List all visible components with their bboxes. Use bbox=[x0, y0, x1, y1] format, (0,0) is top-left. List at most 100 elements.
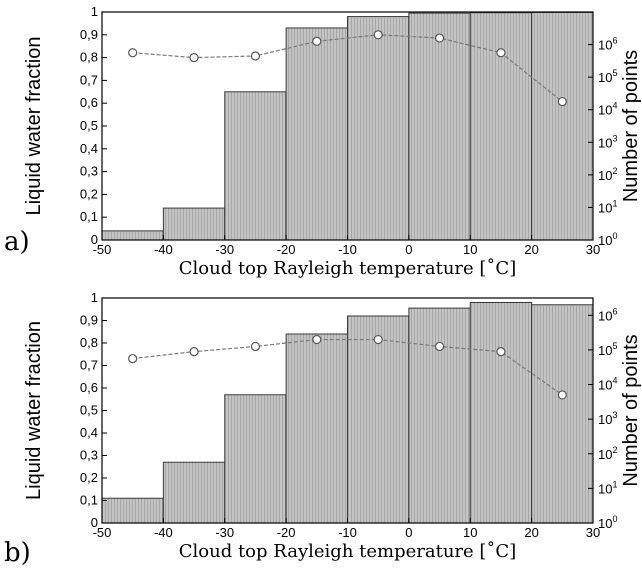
y-tick-label: 0,1 bbox=[80, 493, 98, 508]
count-series-line bbox=[132, 34, 563, 103]
bar bbox=[469, 302, 533, 524]
count-point bbox=[189, 347, 199, 357]
y-tick-label: 0,6 bbox=[80, 380, 98, 395]
y2-tick-base: 10 bbox=[598, 516, 612, 531]
bar bbox=[408, 12, 471, 241]
y-tick-label: 0,9 bbox=[80, 313, 98, 328]
x-tick-label: 10 bbox=[463, 525, 477, 540]
x-tick-label: -10 bbox=[338, 242, 357, 257]
bar bbox=[162, 207, 226, 241]
y2-tick-label: 102 bbox=[598, 166, 617, 183]
y-tick-label: 0,8 bbox=[80, 335, 98, 350]
count-point bbox=[373, 30, 383, 40]
x-tick-label: -40 bbox=[154, 525, 173, 540]
y2-tick-exp: 3 bbox=[612, 133, 617, 143]
count-point bbox=[128, 48, 138, 58]
y2-tick-label: 105 bbox=[598, 341, 617, 358]
x-tick-label: 30 bbox=[586, 525, 600, 540]
x-tick-label: -50 bbox=[93, 242, 112, 257]
x-tick-label: 20 bbox=[524, 242, 538, 257]
y2-tick-label: 101 bbox=[598, 198, 617, 215]
y2-tick-label: 101 bbox=[598, 479, 617, 496]
count-series-line bbox=[132, 338, 563, 396]
y2-tick-label: 104 bbox=[598, 101, 617, 118]
y2-tick-base: 10 bbox=[598, 308, 612, 323]
x-tick-label: -30 bbox=[215, 525, 234, 540]
y2-tick-label: 100 bbox=[598, 514, 617, 531]
y-tick-label: 0,3 bbox=[80, 164, 98, 179]
y-tick-label: 0,3 bbox=[80, 448, 98, 463]
y2-tick-label: 103 bbox=[598, 133, 617, 150]
bar bbox=[469, 12, 533, 241]
count-point bbox=[434, 33, 445, 43]
x-tick-label: 30 bbox=[586, 242, 600, 257]
y-tick-label: 0 bbox=[91, 515, 98, 530]
bar bbox=[224, 394, 287, 524]
y2-axis-title: Number of points bbox=[620, 334, 642, 486]
bar bbox=[408, 307, 471, 524]
count-point bbox=[312, 36, 322, 46]
bar bbox=[285, 333, 348, 524]
x-tick-label: 20 bbox=[524, 525, 538, 540]
y-tick-label: 0,5 bbox=[80, 118, 98, 133]
y2-tick-exp: 5 bbox=[612, 68, 617, 78]
bar bbox=[347, 16, 410, 241]
y2-tick-base: 10 bbox=[598, 38, 612, 53]
y2-tick-exp: 0 bbox=[612, 231, 617, 241]
bar bbox=[285, 27, 348, 241]
count-point bbox=[557, 96, 567, 107]
y2-tick-label: 100 bbox=[598, 231, 617, 248]
count-point bbox=[496, 48, 506, 58]
y-tick-label: 0,4 bbox=[80, 425, 98, 440]
count-point bbox=[250, 341, 261, 352]
y2-tick-base: 10 bbox=[598, 200, 612, 215]
y2-tick-base: 10 bbox=[598, 103, 612, 118]
count-point bbox=[189, 52, 199, 63]
y-tick-label: 0 bbox=[91, 232, 98, 247]
panel-a: -50 -40 -30 -20 -10 0 10 20 3000,10,20,30,40,50,… bbox=[4, 4, 642, 279]
y2-tick-exp: 1 bbox=[612, 479, 617, 489]
y2-tick-exp: 5 bbox=[612, 341, 617, 351]
x-tick-label: -50 bbox=[93, 525, 112, 540]
x-axis-title: Cloud top Rayleigh temperature [˚C] bbox=[179, 540, 516, 562]
panel-b: -50 -40 -30 -20 -10 0 10 20 3000,10,20,30,40,50,… bbox=[4, 290, 642, 568]
y-tick-label: 0,8 bbox=[80, 50, 98, 65]
panel-label: b) bbox=[4, 538, 31, 568]
y2-tick-base: 10 bbox=[598, 447, 612, 462]
bar bbox=[531, 304, 594, 524]
y2-tick-exp: 1 bbox=[612, 198, 617, 208]
panel-label: a) bbox=[4, 227, 30, 257]
y-tick-label: 0,7 bbox=[80, 358, 98, 373]
x-axis-title: Cloud top Rayleigh temperature [˚C] bbox=[179, 257, 516, 279]
y2-tick-exp: 2 bbox=[612, 166, 617, 176]
y2-tick-label: 106 bbox=[598, 306, 617, 323]
y2-tick-label: 103 bbox=[598, 410, 617, 427]
y2-tick-base: 10 bbox=[598, 481, 612, 496]
bar bbox=[224, 91, 287, 241]
x-tick-label: -30 bbox=[215, 242, 234, 257]
y-tick-label: 0,1 bbox=[80, 209, 98, 224]
x-tick-label: -20 bbox=[277, 242, 296, 257]
count-point bbox=[557, 390, 567, 400]
count-point bbox=[496, 347, 506, 357]
x-tick-label: -10 bbox=[338, 525, 357, 540]
y-tick-label: 0,6 bbox=[80, 95, 98, 110]
y-tick-label: 0,2 bbox=[80, 470, 98, 485]
y2-tick-exp: 0 bbox=[612, 514, 617, 524]
x-tick-label: -40 bbox=[154, 242, 173, 257]
y-tick-label: 0,9 bbox=[80, 27, 98, 42]
y2-tick-exp: 4 bbox=[612, 376, 617, 386]
y2-tick-base: 10 bbox=[598, 233, 612, 248]
y2-tick-label: 104 bbox=[598, 376, 617, 393]
x-tick-label: 0 bbox=[405, 525, 412, 540]
y-tick-label: 1 bbox=[91, 290, 98, 305]
bar bbox=[531, 11, 594, 241]
y-tick-label: 0,7 bbox=[80, 72, 98, 87]
y2-tick-base: 10 bbox=[598, 343, 612, 358]
y2-tick-exp: 2 bbox=[612, 445, 617, 455]
y2-tick-exp: 3 bbox=[612, 410, 617, 420]
y2-tick-base: 10 bbox=[598, 412, 612, 427]
y-axis-title: Liquid water fraction bbox=[23, 37, 45, 216]
y2-tick-exp: 6 bbox=[612, 36, 617, 46]
count-point bbox=[434, 341, 445, 352]
